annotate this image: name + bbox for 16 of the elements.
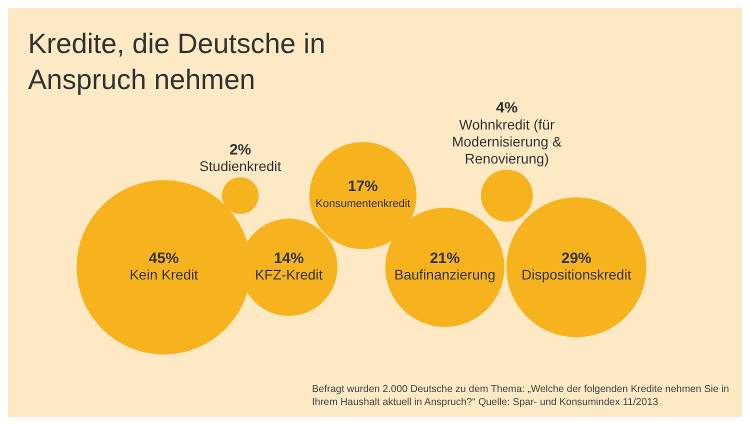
data-label: 29%	[561, 250, 592, 267]
text: Kredite, die Deutsche in Anspruch nehmen	[28, 27, 326, 97]
category-label: KFZ-Kredit	[254, 266, 323, 283]
data-label: 2%	[229, 141, 252, 158]
category-label: Dispositionskredit	[522, 266, 632, 283]
data-label: 4%	[496, 100, 518, 117]
data-label: 21%	[430, 250, 460, 267]
data-label: 45%	[148, 250, 179, 267]
category-label: Baufinanzierung	[394, 266, 496, 283]
data-label: 17%	[348, 178, 378, 196]
category-label: Wohnkredit (für Modernisierung & Renovierung)	[452, 116, 562, 166]
category-label: Kein Kredit	[130, 266, 198, 283]
category-label: Konsumentenkredit	[316, 198, 410, 210]
category-label: Studienkredit	[199, 158, 282, 174]
data-label: 14%	[274, 250, 304, 267]
text: Befragt wurden 2.000 Deutsche zu dem Thema: „Welche der folgenden Kredite nehmen Sie in Ihrem Haushalt aktuell in Anspruch?“ Quelle: Spar- und Konsumindex 11/2013	[312, 383, 730, 409]
